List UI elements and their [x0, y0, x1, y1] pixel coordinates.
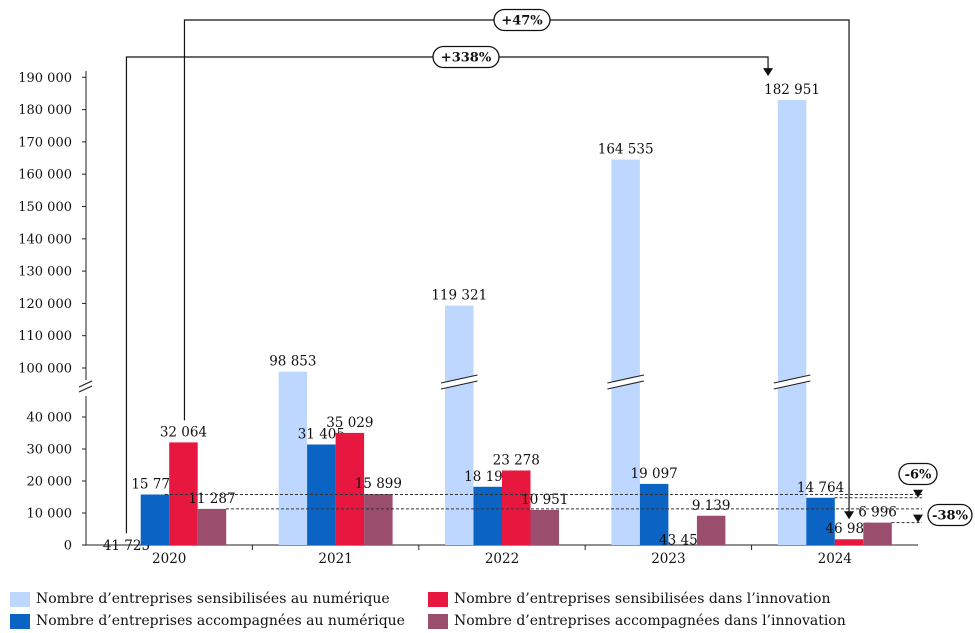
y-tick-label: 130 000 — [18, 265, 72, 280]
data-label: 9 139 — [692, 498, 731, 514]
y-tick-label: 160 000 — [18, 168, 72, 183]
legend-label: Nombre d’entreprises accompagnées au num… — [36, 613, 405, 629]
bar — [473, 486, 502, 545]
data-label: 32 064 — [160, 424, 207, 440]
legend-item-sensibilisees-innovation: Nombre d’entreprises sensibilisées dans … — [428, 591, 928, 607]
legend-row-2: Nombre d’entreprises accompagnées au num… — [10, 610, 970, 632]
legend-label: Nombre d’entreprises sensibilisées au nu… — [36, 591, 390, 607]
bar — [364, 494, 393, 545]
data-label: 23 278 — [493, 453, 540, 469]
bar — [502, 470, 531, 545]
x-tick-label: 2020 — [152, 551, 186, 567]
annotation-38-label: -38% — [932, 509, 968, 524]
data-label: 14 764 — [797, 480, 844, 496]
data-label: 10 951 — [521, 492, 568, 508]
bar — [197, 508, 227, 545]
bar — [696, 515, 726, 545]
data-label: 164 535 — [598, 142, 654, 158]
bar-break-mark — [440, 380, 478, 390]
bar — [530, 509, 559, 545]
bar-break-mark — [773, 380, 811, 390]
annotation-6-bubble — [898, 462, 938, 486]
y-tick-label: 0 — [64, 539, 72, 554]
bar — [777, 100, 807, 545]
bar — [335, 432, 365, 545]
bar-break-gap — [773, 375, 811, 389]
data-label: 6 996 — [858, 505, 897, 521]
data-label: 15 899 — [355, 476, 402, 492]
y-tick-label: 120 000 — [18, 297, 72, 312]
y-tick-label: 190 000 — [18, 71, 72, 86]
arrow-47-head — [844, 511, 855, 520]
legend-swatch — [10, 591, 30, 607]
data-label: 31 405 — [298, 427, 345, 443]
x-tick-label: 2022 — [485, 551, 519, 567]
bar-break-mark — [607, 380, 645, 390]
x-tick-label: 2021 — [318, 551, 352, 567]
legend-item-accompagnees-numerique: Nombre d’entreprises accompagnées au num… — [10, 613, 428, 629]
bar — [863, 522, 892, 545]
data-label: 182 951 — [764, 82, 820, 98]
legend-swatch — [428, 591, 448, 607]
data-label: 15 779 — [131, 477, 178, 493]
legend-swatch — [428, 613, 448, 629]
bar — [834, 539, 864, 545]
bar-break-mark — [773, 374, 811, 384]
bar-break-gap — [440, 375, 479, 389]
legend-swatch — [10, 613, 30, 629]
y-tick-label: 100 000 — [18, 362, 72, 377]
arrow-38-head — [913, 514, 923, 523]
bar — [806, 497, 835, 545]
annotation-47-bubble — [493, 8, 551, 32]
bar — [639, 483, 669, 545]
data-label: 11 287 — [188, 491, 235, 507]
bar-break-gap — [606, 375, 645, 389]
bar — [445, 305, 474, 545]
legend-label: Nombre d’entreprises accompagnées dans l… — [454, 613, 846, 629]
bar — [611, 159, 640, 546]
legend-label: Nombre d’entreprises sensibilisées dans … — [454, 591, 831, 607]
arrow-338-head — [763, 68, 774, 77]
data-label: 41 725 — [103, 538, 150, 554]
y-tick-label: 150 000 — [18, 200, 72, 215]
bar — [140, 494, 170, 545]
chart-legend: Nombre d’entreprises sensibilisées au nu… — [10, 588, 970, 632]
annotation-338-label: +338% — [441, 51, 492, 66]
annotation-338-bubble — [432, 45, 500, 69]
data-label: 19 097 — [631, 466, 678, 482]
y-tick-label: 10 000 — [27, 507, 73, 522]
data-label: 119 321 — [431, 288, 487, 304]
bar — [169, 442, 198, 545]
data-label: 35 029 — [326, 415, 373, 431]
data-label: 46 983 — [825, 521, 872, 537]
y-tick-label: 140 000 — [18, 232, 72, 247]
legend-item-sensibilisees-numerique: Nombre d’entreprises sensibilisées au nu… — [10, 591, 428, 607]
annotation-6-label: -6% — [905, 468, 932, 483]
y-tick-label: 170 000 — [18, 135, 72, 150]
y-tick-label: 40 000 — [27, 411, 73, 426]
x-tick-label: 2024 — [818, 551, 852, 567]
x-tick-label: 2023 — [651, 551, 685, 567]
y-tick-label: 180 000 — [18, 103, 72, 118]
arrow-6-head — [913, 489, 923, 498]
bar — [278, 371, 308, 545]
data-label: 18 196 — [464, 469, 511, 485]
legend-row-1: Nombre d’entreprises sensibilisées au nu… — [10, 588, 970, 610]
annotation-47-label: +47% — [501, 14, 543, 29]
data-label: 98 853 — [269, 354, 316, 370]
y-axis-break-mark — [78, 385, 93, 393]
bar-chart: 0 10 000 20 000 30 000 40 000 100 000 110 000 1… — [18, 8, 973, 567]
y-tick-label: 110 000 — [18, 329, 72, 344]
legend-item-accompagnees-innovation: Nombre d’entreprises accompagnées dans l… — [428, 613, 928, 629]
annotation-38-bubble — [927, 503, 973, 527]
bar-break-mark — [607, 374, 645, 384]
y-tick-label: 20 000 — [27, 475, 73, 490]
y-tick-label: 30 000 — [27, 443, 73, 458]
y-axis-break-mark — [78, 380, 93, 388]
bar-break-mark — [440, 374, 478, 384]
data-label: 43 457 — [659, 533, 706, 549]
